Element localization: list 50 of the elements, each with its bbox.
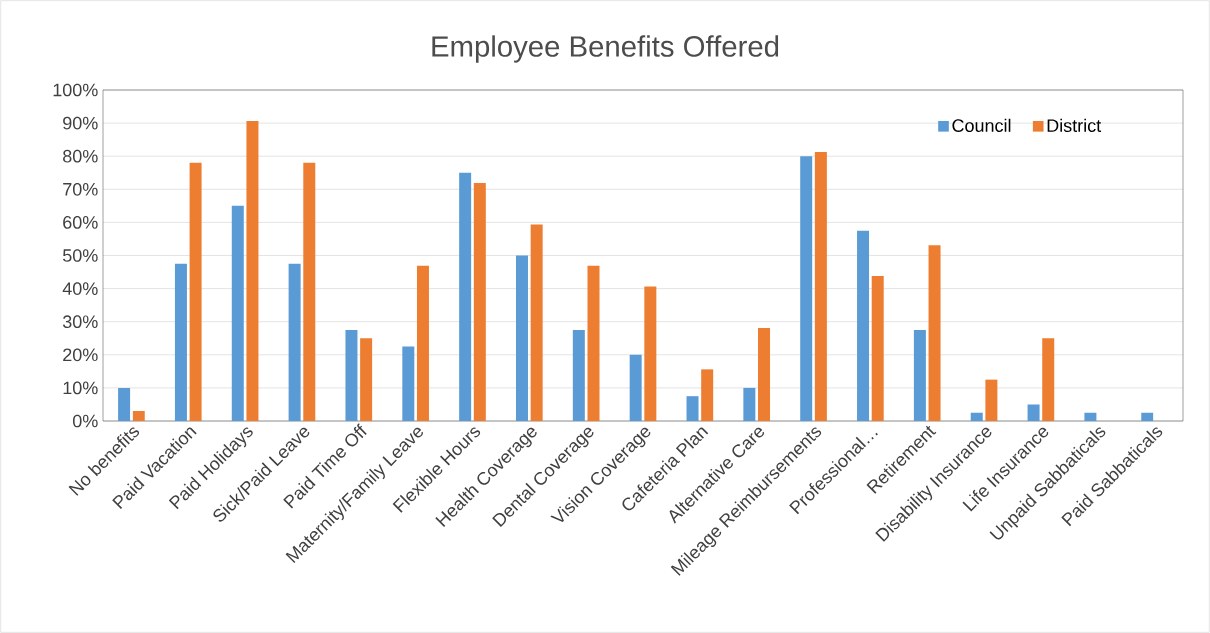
bar — [814, 151, 827, 421]
bar — [132, 411, 145, 421]
bar — [231, 205, 244, 421]
bar — [928, 245, 941, 421]
bar — [246, 121, 259, 421]
bar — [303, 162, 316, 421]
bar — [587, 265, 600, 421]
bar — [1141, 412, 1154, 421]
chart-title: Employee Benefits Offered — [432, 35, 779, 63]
bar — [459, 172, 472, 421]
y-tick-label: 70% — [63, 182, 98, 196]
y-tick-label: 100% — [53, 83, 98, 97]
bar — [288, 263, 301, 421]
bar — [857, 230, 870, 421]
bar — [686, 396, 699, 421]
bar — [189, 162, 202, 421]
y-tick-label: 80% — [63, 149, 98, 163]
bar — [473, 183, 486, 421]
bar — [871, 276, 884, 421]
bar — [913, 329, 926, 421]
bar — [743, 387, 756, 421]
bar — [629, 354, 642, 421]
y-tick-label: 60% — [63, 216, 98, 229]
bar — [416, 265, 429, 421]
bar — [174, 263, 187, 421]
bar — [345, 329, 358, 421]
bar — [515, 255, 528, 421]
y-tick-label: 0% — [72, 414, 98, 428]
bar — [1084, 412, 1097, 421]
y-tick-label: 30% — [62, 315, 98, 329]
y-tick-label: 20% — [63, 348, 98, 362]
y-tick-label: 10% — [63, 381, 98, 395]
bar — [970, 412, 983, 421]
bar — [402, 346, 415, 421]
bar — [360, 338, 373, 421]
bar — [1042, 338, 1055, 421]
legend-label: District — [1047, 118, 1102, 132]
bar — [1027, 404, 1040, 421]
y-tick-label: 50% — [62, 249, 98, 262]
legend-label: Council — [952, 118, 1011, 132]
bar — [644, 286, 657, 421]
bar — [530, 224, 543, 421]
bar — [758, 327, 771, 421]
bar — [572, 329, 585, 421]
bar — [985, 379, 998, 421]
bar — [701, 369, 714, 421]
y-tick-label: 90% — [63, 116, 98, 130]
bar — [118, 387, 131, 421]
bar — [800, 156, 813, 421]
y-tick-label: 40% — [62, 282, 98, 295]
